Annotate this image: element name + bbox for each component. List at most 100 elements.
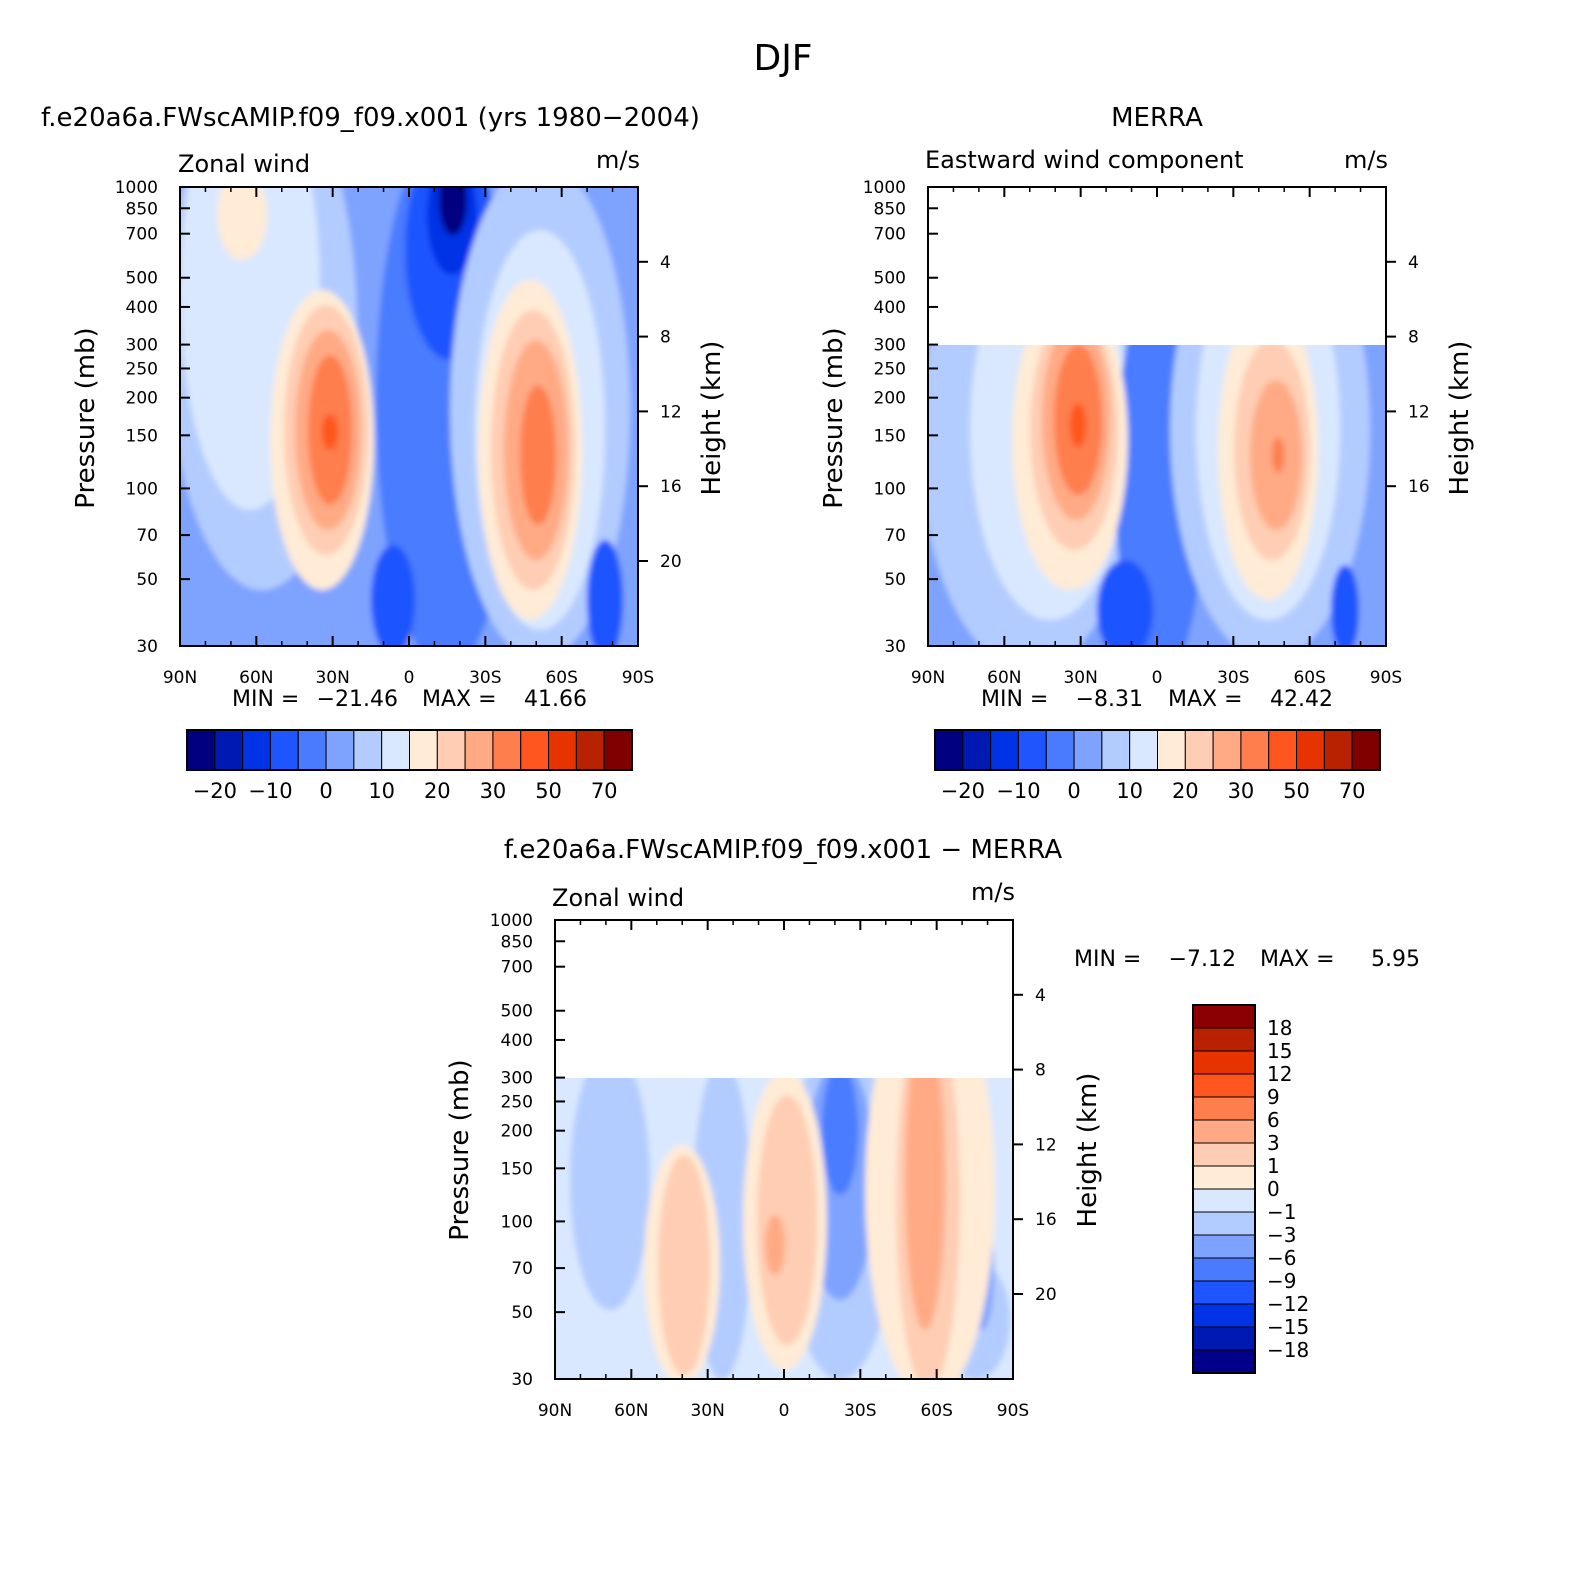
- x-tick-label: 0: [1152, 668, 1163, 688]
- y-tick-label: 150: [501, 1159, 533, 1179]
- y-axis-label: Pressure (mb): [819, 327, 849, 508]
- y-tick-label: 500: [874, 269, 906, 289]
- y-tick-label: 500: [126, 269, 158, 289]
- panel-title: f.e20a6a.FWscAMIP.f09_f09.x001 − MERRA: [504, 835, 1063, 865]
- colorbar-swatch: [1192, 1211, 1256, 1236]
- merra-panel: MERRA: [819, 103, 1475, 803]
- model-panel: f.e20a6a.FWscAMIP.f09_f09.x001 (yrs 1980…: [41, 103, 727, 803]
- colorbar-swatch: [297, 729, 327, 771]
- colorbar-swatch: [1073, 729, 1103, 771]
- y-tick-label: 200: [874, 389, 906, 409]
- y-tick-label: 250: [501, 1092, 533, 1112]
- y-tick-label: 70: [884, 526, 906, 546]
- colorbar-label: −6: [1267, 1246, 1296, 1270]
- colorbar-swatch: [548, 729, 577, 771]
- colorbar-label: −3: [1267, 1223, 1296, 1247]
- y-tick-label: 200: [126, 389, 158, 409]
- subtitle-right: m/s: [971, 878, 1015, 906]
- subtitle-right: m/s: [1344, 146, 1388, 174]
- height-tick-label: 4: [660, 253, 671, 273]
- y-tick-label: 150: [126, 426, 158, 446]
- height-tick-label: 20: [660, 552, 682, 572]
- x-tick-label: 30S: [1217, 668, 1249, 688]
- colorbar-swatch: [1101, 729, 1131, 771]
- colorbar-swatch: [1192, 1096, 1256, 1121]
- height-tick-label: 8: [660, 328, 671, 348]
- height-tick-label: 8: [1408, 328, 1419, 348]
- subtitle-left: Zonal wind: [178, 150, 310, 178]
- colorbar-label: 3: [1267, 1131, 1280, 1155]
- colorbar-label: 20: [424, 779, 451, 803]
- max-label: MAX =: [422, 687, 497, 712]
- x-tick-label: 0: [404, 668, 415, 688]
- colorbar-label: −10: [248, 779, 292, 803]
- x-tick-label: 60S: [545, 668, 577, 688]
- height-tick-label: 4: [1035, 986, 1046, 1006]
- x-tick-label: 60N: [987, 668, 1021, 688]
- y-tick-label: 50: [884, 570, 906, 590]
- colorbar-label: 9: [1267, 1085, 1280, 1109]
- y-tick-label: 200: [501, 1122, 533, 1142]
- colorbar-swatch: [492, 729, 522, 771]
- contour-plot: [180, 187, 638, 646]
- y-tick-label: 150: [874, 426, 906, 446]
- max-label: MAX =: [1168, 687, 1243, 712]
- contour-plot: [928, 187, 1386, 646]
- y-tick-label: 30: [884, 637, 906, 657]
- colorbar-swatch: [1323, 729, 1353, 771]
- min-label: MIN =: [981, 687, 1048, 712]
- min-value: −21.46: [317, 687, 398, 712]
- colorbar-swatch: [1296, 729, 1325, 771]
- max-label: MAX =: [1260, 947, 1335, 972]
- y-tick-label: 300: [874, 336, 906, 356]
- colorbar-swatch: [1129, 729, 1158, 771]
- colorbar-swatch: [325, 729, 355, 771]
- stats: MIN = −7.12 MAX = 5.95: [1074, 947, 1420, 972]
- height-tick-label: 12: [660, 402, 682, 422]
- colorbar-swatch: [1192, 1004, 1256, 1029]
- colorbar-label: 6: [1267, 1108, 1280, 1132]
- colorbar-swatch: [1351, 729, 1381, 771]
- colorbar-swatch: [186, 729, 216, 771]
- colorbar-swatch: [1192, 1027, 1256, 1052]
- min-label: MIN =: [232, 687, 299, 712]
- colorbar-swatch: [214, 729, 244, 771]
- y-tick-label: 850: [126, 199, 158, 219]
- colorbar-label: −10: [996, 779, 1040, 803]
- y-axis-label: Pressure (mb): [71, 327, 101, 508]
- colorbar-label: 30: [480, 779, 507, 803]
- y-tick-label: 70: [136, 526, 158, 546]
- y-tick-label: 700: [874, 225, 906, 245]
- colorbar-swatch: [603, 729, 633, 771]
- colorbar-swatch: [269, 729, 299, 771]
- colorbar-label: 30: [1228, 779, 1255, 803]
- colorbar-swatch: [353, 729, 383, 771]
- colorbar-label: 20: [1172, 779, 1199, 803]
- x-tick-label: 30S: [844, 1401, 876, 1421]
- colorbar-label: −9: [1267, 1269, 1296, 1293]
- colorbar-label: 0: [1267, 1177, 1280, 1201]
- y-tick-label: 500: [501, 1002, 533, 1022]
- difference-panel: f.e20a6a.FWscAMIP.f09_f09.x001 − MERRA: [445, 835, 1420, 1421]
- x-axis: 90N 60N 30N 0 30S 60S 90S: [538, 920, 1029, 1421]
- colorbar-swatch: [409, 729, 438, 771]
- x-tick-label: 30N: [315, 668, 349, 688]
- x-tick-label: 60N: [239, 668, 273, 688]
- y-tick-label: 70: [511, 1259, 533, 1279]
- subtitle-right: m/s: [596, 146, 640, 174]
- colorbar-swatch: [1192, 1165, 1256, 1190]
- max-value: 42.42: [1270, 687, 1333, 712]
- x-tick-label: 60S: [1293, 668, 1325, 688]
- panel-title: f.e20a6a.FWscAMIP.f09_f09.x001 (yrs 1980…: [41, 103, 700, 133]
- x-tick-label: 90N: [911, 668, 945, 688]
- height-tick-label: 12: [1035, 1135, 1057, 1155]
- colorbar-label: 12: [1267, 1062, 1292, 1086]
- colorbar: −20 −10 0 10 20 30 50 70: [186, 729, 633, 803]
- y-tick-label: 30: [511, 1370, 533, 1390]
- height-axis-label: Height (km): [1445, 341, 1475, 496]
- y-tick-label: 850: [874, 199, 906, 219]
- y-tick-label: 100: [126, 479, 158, 499]
- colorbar-label: 0: [319, 779, 332, 803]
